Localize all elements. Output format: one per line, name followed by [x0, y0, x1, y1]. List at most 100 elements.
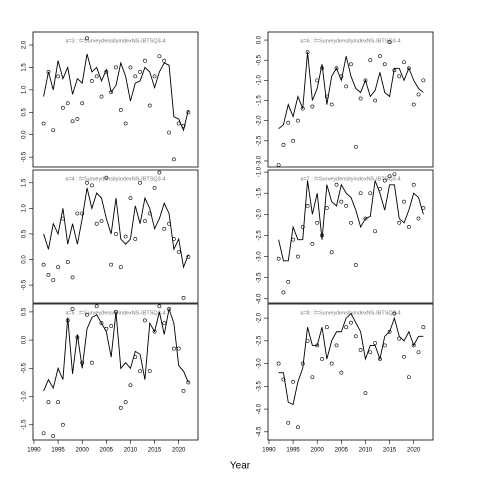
- y-tick-label: -4.0: [257, 293, 263, 304]
- data-point: [349, 62, 353, 67]
- data-point: [152, 74, 157, 79]
- data-point: [296, 118, 300, 123]
- data-point: [70, 119, 75, 124]
- panel-title: a=3 : f=SurveydensityindexNS-IBTSQ3-4: [65, 38, 165, 44]
- x-tick-label: 2000: [311, 448, 325, 454]
- data-point: [353, 334, 358, 339]
- x-tick-label: 1990: [27, 448, 41, 454]
- panel-frame: [32, 303, 199, 441]
- y-tick-label: 0.5: [22, 229, 28, 238]
- series-line: [278, 180, 424, 262]
- data-point: [118, 265, 123, 270]
- data-point: [315, 220, 320, 225]
- data-point: [85, 180, 89, 185]
- data-point: [80, 211, 85, 216]
- data-point: [373, 98, 378, 103]
- data-point: [123, 400, 128, 405]
- series-line: [278, 52, 424, 130]
- data-point: [118, 108, 123, 112]
- y-tick-label: 1.5: [22, 178, 28, 187]
- data-point: [167, 221, 171, 226]
- panel-frame: [267, 169, 434, 304]
- data-point: [138, 369, 143, 374]
- data-point: [46, 400, 51, 405]
- data-point: [41, 262, 46, 267]
- y-tick-label: -4.0: [257, 403, 263, 414]
- panel: a=7 : f=SurveydensityindexNS-IBTSQ3-4 -4.…: [257, 166, 434, 304]
- data-point: [392, 172, 397, 177]
- data-point: [65, 318, 70, 323]
- data-point: [368, 350, 373, 355]
- data-point: [310, 241, 315, 246]
- data-point: [305, 50, 310, 55]
- y-tick-label: -2.5: [257, 335, 263, 346]
- data-point: [300, 106, 305, 111]
- y-tick-label: -0.5: [22, 279, 28, 290]
- data-point: [378, 54, 382, 59]
- data-point: [143, 219, 147, 224]
- data-point: [186, 255, 191, 259]
- data-point: [147, 211, 152, 216]
- data-point: [109, 262, 114, 267]
- data-point: [109, 324, 114, 328]
- panel-frame: [32, 169, 199, 304]
- x-axis-label: Year: [230, 461, 251, 472]
- data-point: [402, 199, 406, 204]
- data-point: [324, 325, 329, 330]
- data-point: [397, 74, 402, 79]
- data-point: [310, 375, 315, 380]
- y-tick-label: -1.5: [22, 419, 28, 430]
- series-line: [43, 307, 189, 392]
- data-point: [324, 206, 329, 210]
- data-point: [152, 186, 157, 190]
- x-tick-label: 1995: [51, 448, 65, 454]
- data-point: [334, 343, 339, 348]
- y-tick-label: -0.5: [22, 363, 28, 374]
- data-point: [181, 123, 186, 128]
- data-point: [416, 92, 421, 97]
- data-point: [358, 348, 363, 352]
- data-point: [85, 312, 89, 317]
- data-point: [56, 400, 60, 405]
- data-point: [128, 196, 133, 201]
- y-tick-label: -3.5: [257, 380, 263, 391]
- data-point: [339, 199, 344, 204]
- panel: a=4 : f=SurveydensityindexNS-IBTSQ3-4 -0.…: [22, 169, 199, 304]
- y-tick-label: -1.0: [22, 391, 28, 402]
- panel-title: a=6 : f=SurveydensityindexNS-IBTSQ3-4: [300, 38, 400, 44]
- data-point: [363, 216, 368, 221]
- panel: a=5 : f=SurveydensityindexNS-IBTSQ3-4-1.…: [22, 303, 199, 454]
- data-point: [402, 354, 406, 359]
- data-point: [334, 66, 339, 71]
- y-tick-label: 1.0: [22, 204, 28, 213]
- data-point: [286, 420, 291, 425]
- data-point: [89, 183, 94, 188]
- data-point: [46, 272, 51, 277]
- data-point: [310, 104, 315, 109]
- panel-title: a=4 : f=SurveydensityindexNS-IBTSQ3-4: [65, 176, 165, 182]
- data-point: [324, 94, 329, 99]
- data-point: [114, 65, 118, 70]
- data-point: [387, 329, 392, 334]
- data-point: [56, 265, 60, 270]
- data-point: [89, 360, 94, 365]
- data-point: [373, 341, 378, 346]
- data-point: [157, 304, 162, 309]
- data-point: [186, 110, 191, 115]
- data-point: [353, 144, 358, 149]
- y-tick-label: 0.0: [257, 35, 263, 44]
- data-point: [65, 260, 70, 264]
- x-tick-label: 2015: [383, 448, 397, 454]
- data-point: [80, 360, 85, 365]
- data-point: [387, 174, 392, 179]
- data-point: [421, 325, 426, 330]
- y-tick-label: -0.5: [257, 54, 263, 65]
- data-point: [41, 121, 46, 126]
- data-point: [368, 58, 373, 63]
- data-point: [56, 74, 60, 79]
- x-tick-label: 2000: [76, 448, 90, 454]
- data-point: [94, 74, 99, 79]
- x-tick-label: 2005: [335, 448, 349, 454]
- y-tick-label: -2.5: [257, 230, 263, 241]
